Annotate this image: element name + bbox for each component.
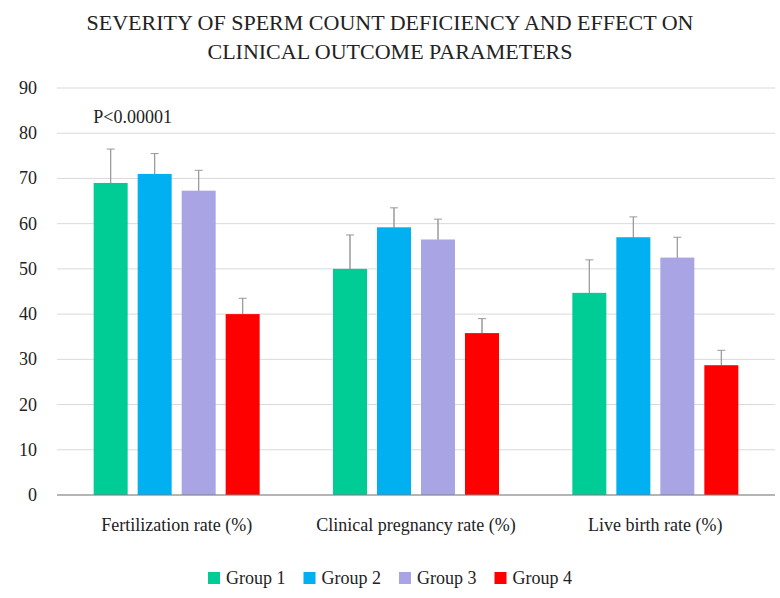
error-line-top <box>677 237 678 257</box>
annotation: P<0.00001 <box>93 107 172 127</box>
y-tick-label: 20 <box>19 395 37 415</box>
legend: Group 1 Group 2 Group 3 Group 4 <box>208 568 572 588</box>
text-line: Clinical pregnancy rate (%) <box>316 515 515 536</box>
error-line-top <box>242 298 243 314</box>
legend-label: Group 1 <box>226 568 286 588</box>
error-line-top <box>633 217 634 237</box>
legend-label: Group 3 <box>417 568 477 588</box>
error-line-top <box>482 319 483 333</box>
bar <box>616 237 650 495</box>
chart: SEVERITY OF SPERM COUNT DEFICIENCY AND E… <box>0 0 780 598</box>
bar <box>572 293 606 495</box>
bar <box>660 258 694 495</box>
error-line-top <box>721 350 722 365</box>
x-tick-label: Live birth rate (%) <box>588 515 722 536</box>
y-tick-label: 0 <box>28 485 37 505</box>
y-tick-label: 80 <box>19 123 37 143</box>
error-line-top <box>438 219 439 239</box>
x-tick-label: Clinical pregnancy rate (%) <box>316 515 515 536</box>
error-line-top <box>198 170 199 190</box>
y-tick-label: 90 <box>19 78 37 98</box>
text-line: CLINICAL OUTCOME PARAMETERS <box>207 39 572 64</box>
title: SEVERITY OF SPERM COUNT DEFICIENCY AND E… <box>87 10 694 64</box>
y-tick-label: 40 <box>19 304 37 324</box>
grid-line <box>57 88 775 89</box>
bar <box>465 333 499 495</box>
text-line: Fertilization rate (%) <box>101 515 252 536</box>
error-line-top <box>589 260 590 293</box>
y-tick-label: 70 <box>19 168 37 188</box>
error-line-top <box>110 149 111 183</box>
bar <box>377 227 411 495</box>
error-line-top <box>350 235 351 269</box>
legend-swatch <box>304 572 316 584</box>
bar <box>704 365 738 495</box>
y-tick-label: 10 <box>19 440 37 460</box>
bar <box>226 314 260 495</box>
error-line-top <box>154 154 155 174</box>
legend-label: Group 2 <box>322 568 382 588</box>
bar <box>182 191 216 495</box>
legend-swatch <box>495 572 507 584</box>
bar <box>94 183 128 495</box>
y-tick-label: 30 <box>19 349 37 369</box>
error-line-top <box>394 208 395 227</box>
y-tick-label: 60 <box>19 214 37 234</box>
text-line: Live birth rate (%) <box>588 515 722 536</box>
bar <box>421 239 455 495</box>
bar <box>333 269 367 495</box>
bars <box>94 149 739 495</box>
legend-swatch <box>208 572 220 584</box>
legend-label: Group 4 <box>513 568 573 588</box>
bar <box>138 174 172 495</box>
text-line: SEVERITY OF SPERM COUNT DEFICIENCY AND E… <box>87 10 694 35</box>
legend-swatch <box>399 572 411 584</box>
y-tick-label: 50 <box>19 259 37 279</box>
x-tick-label: Fertilization rate (%) <box>101 515 252 536</box>
grid-line <box>57 133 775 134</box>
x-axis <box>57 495 775 496</box>
grid-line <box>57 495 775 496</box>
